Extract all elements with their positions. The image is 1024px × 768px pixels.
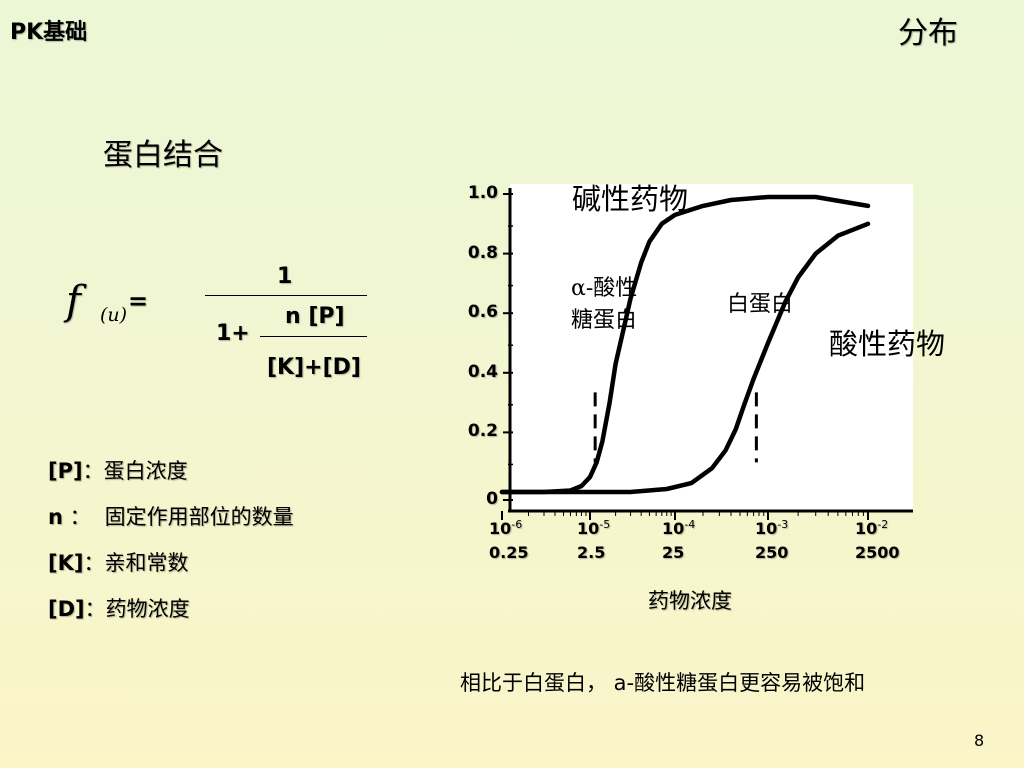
y-tick-label: 0.4 <box>467 361 498 382</box>
formula-equals: = <box>128 287 149 315</box>
legend-text: 蛋白浓度 <box>103 459 188 483</box>
legend-item: [P]：蛋白浓度 <box>48 455 188 485</box>
x-tick-label: 10-2 <box>855 518 888 538</box>
x-tick-base: 10 <box>577 519 600 538</box>
header-right-title: 分布 <box>898 16 958 51</box>
x-tick-base: 10 <box>489 519 512 538</box>
legend-symbol: [K] <box>48 551 84 575</box>
annotation-acid-drug: 酸性药物 <box>829 327 946 361</box>
legend-item: n ： 固定作用部位的数量 <box>48 501 294 531</box>
x-tick-exponent: -6 <box>511 518 523 531</box>
legend-separator: ： <box>62 505 91 529</box>
formula-inner-denominator: [K]+[D] <box>267 355 361 380</box>
x-tick-exponent: -5 <box>599 518 611 531</box>
y-tick-label: 0.2 <box>467 421 498 442</box>
x-tick-base: 10 <box>662 519 685 538</box>
x-axis-label: 药物浓度 <box>648 589 732 613</box>
x-tick-label: 10-3 <box>755 518 788 538</box>
legend-text: 固定作用部位的数量 <box>104 505 294 529</box>
x-tick-concentration: 2500 <box>855 543 900 562</box>
annotation-albumin: 白蛋白 <box>727 292 794 317</box>
series-line-albumin <box>499 221 871 495</box>
x-tick-concentration: 2.5 <box>577 543 606 562</box>
legend-text: 药物浓度 <box>105 597 190 621</box>
formula-one-plus: 1+ <box>216 321 250 346</box>
legend-separator: ： <box>82 459 104 483</box>
formula-inner-fraction-line <box>260 336 367 337</box>
legend-separator: ： <box>83 551 105 575</box>
plot-area <box>510 184 913 510</box>
legend-item: [D]：药物浓度 <box>48 593 190 623</box>
x-tick-exponent: -3 <box>777 518 789 531</box>
x-tick-exponent: -2 <box>877 518 889 531</box>
legend-symbol: n <box>48 505 63 529</box>
formula-inner-numerator: n [P] <box>285 304 345 329</box>
legend-separator: ： <box>84 597 106 621</box>
section-title: 蛋白结合 <box>103 138 223 173</box>
formula-f: f <box>66 278 81 324</box>
legend-text: 亲和常数 <box>104 551 189 575</box>
y-tick-label: 0.8 <box>467 242 498 263</box>
legend-symbol: [D] <box>48 597 85 621</box>
formula-numerator: 1 <box>277 264 293 289</box>
x-tick-base: 10 <box>755 519 778 538</box>
x-tick-label: 10-5 <box>577 518 610 538</box>
annotation-base-drug: 碱性药物 <box>572 182 689 216</box>
y-tick-label: 1.0 <box>467 183 498 203</box>
x-tick-concentration: 250 <box>755 543 789 562</box>
formula-subscript: (u) <box>100 304 128 326</box>
x-tick-label: 10-4 <box>662 518 695 538</box>
annotation-agp-line1: α-酸性 <box>571 276 638 301</box>
y-tick-label: 0.6 <box>467 302 498 323</box>
x-tick-concentration: 25 <box>662 543 685 562</box>
page-number: 8 <box>974 731 985 750</box>
legend-symbol: [P] <box>48 459 83 483</box>
x-tick-label: 10-6 <box>489 518 522 538</box>
header-left-title: PK基础 <box>10 20 88 45</box>
series-line-agp <box>499 194 871 495</box>
formula-fraction-line <box>205 295 367 296</box>
annotation-agp-line2: 糖蛋白 <box>571 308 638 333</box>
x-tick-concentration: 0.25 <box>489 543 529 562</box>
y-tick-label: 0 <box>486 489 498 509</box>
footnote: 相比于白蛋白， a-酸性糖蛋白更容易被饱和 <box>460 671 866 695</box>
x-tick-base: 10 <box>855 519 878 538</box>
legend-item: [K]：亲和常数 <box>48 547 188 577</box>
x-tick-exponent: -4 <box>684 518 696 531</box>
